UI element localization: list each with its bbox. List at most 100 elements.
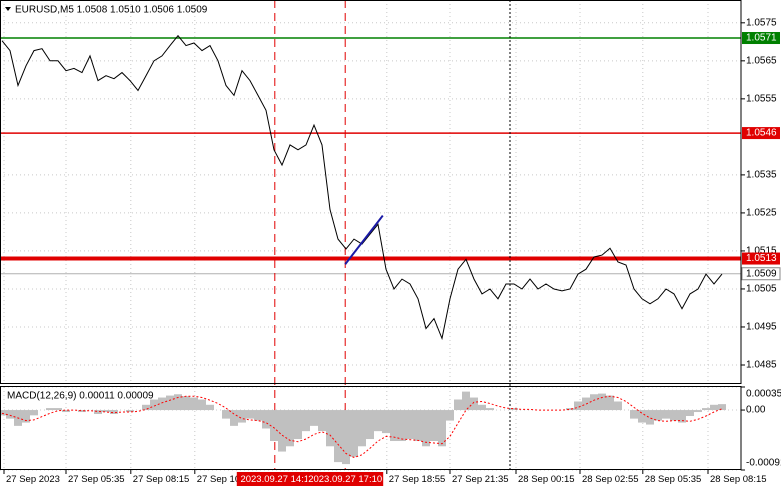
menu-arrow xyxy=(5,7,11,11)
histogram-bar xyxy=(478,404,486,411)
y-tick-label: 1.0515 xyxy=(746,246,777,257)
signal-line xyxy=(1,395,723,459)
histogram-bar xyxy=(22,410,30,423)
histogram-bar xyxy=(278,410,286,452)
histogram-bar xyxy=(174,394,182,411)
histogram-bar xyxy=(454,399,462,411)
histogram-bar xyxy=(366,410,374,440)
time-marker-tag xyxy=(307,472,384,486)
x-tick-label: 27 Sep 05:35 xyxy=(68,474,125,485)
histogram-bar xyxy=(606,395,614,411)
histogram-bar xyxy=(566,408,574,411)
price-level-label: 1.0513 xyxy=(746,253,777,264)
histogram-bar xyxy=(486,408,494,411)
histogram-bar xyxy=(0,410,6,416)
histogram-bar xyxy=(46,408,54,411)
histogram-bar xyxy=(574,401,582,411)
histogram-bar xyxy=(62,410,70,413)
histogram-bar xyxy=(318,410,326,432)
histogram-bar xyxy=(206,404,214,411)
indicator-title: MACD(12,26,9) 0.00011 0.00009 xyxy=(7,391,154,402)
histogram-bar xyxy=(686,410,694,416)
histogram-bar xyxy=(614,401,622,411)
x-tick-label: 28 Sep 00:15 xyxy=(518,474,575,485)
histogram-bar xyxy=(662,410,670,419)
x-tick-label: 27 Sep 18:55 xyxy=(389,474,446,485)
histogram-bar xyxy=(110,410,118,415)
histogram-bar xyxy=(94,410,102,415)
histogram-bar xyxy=(158,397,166,411)
histogram-bar xyxy=(54,408,62,411)
histogram-bar xyxy=(30,410,38,416)
x-tick-label: 28 Sep 02:55 xyxy=(582,474,639,485)
histogram-bar xyxy=(286,410,294,447)
histogram-bar xyxy=(590,394,598,411)
histogram-bar xyxy=(422,410,430,447)
histogram-bar xyxy=(374,410,382,432)
y-tick-label: 0.00 xyxy=(746,405,766,416)
y-tick-label: 1.0505 xyxy=(746,284,777,295)
y-tick-label: 1.0565 xyxy=(746,55,777,66)
histogram-bar xyxy=(718,404,726,411)
price-level-tag xyxy=(742,127,780,140)
y-tick-label: 0.00035 xyxy=(746,389,781,400)
time-marker-label: 2023.09.27 14:1 xyxy=(240,474,309,485)
histogram-bar xyxy=(126,410,134,413)
y-tick-label: 1.0555 xyxy=(746,93,777,104)
chart-title: EURUSD,M5 1.0508 1.0510 1.0506 1.0509 xyxy=(15,5,208,16)
histogram-bar xyxy=(670,410,678,421)
y-tick-label: 1.0535 xyxy=(746,170,777,181)
histogram-bar xyxy=(6,410,14,419)
histogram-bar xyxy=(102,410,110,413)
histogram-bar xyxy=(166,395,174,411)
time-marker-tag xyxy=(236,472,313,486)
x-tick-label: 27 Sep 08:15 xyxy=(133,474,190,485)
time-marker-label: 2023.09.27 17:10 xyxy=(308,474,382,485)
histogram-bar xyxy=(470,397,478,411)
histogram-bar xyxy=(710,404,718,411)
histogram-bar xyxy=(390,410,398,442)
histogram-bar xyxy=(302,410,310,432)
histogram-bar xyxy=(262,410,270,429)
price-level-label: 1.0571 xyxy=(746,33,777,44)
last-price-tag xyxy=(741,267,781,281)
histogram-bar xyxy=(182,396,190,411)
histogram-bar xyxy=(142,404,150,411)
y-tick-label: 1.0575 xyxy=(746,17,777,28)
histogram-bar xyxy=(150,399,158,411)
histogram-bar xyxy=(438,410,446,447)
histogram-bar xyxy=(678,410,686,423)
histogram-bar xyxy=(190,397,198,411)
price-level-tag xyxy=(742,32,780,45)
y-tick-label: 1.0525 xyxy=(746,208,777,219)
histogram-bar xyxy=(238,410,246,423)
x-tick-label: 27 Sep 21:35 xyxy=(452,474,509,485)
histogram-bar xyxy=(270,410,278,442)
histogram-bar xyxy=(406,410,414,440)
histogram-bar xyxy=(702,408,710,411)
histogram-bar xyxy=(350,410,358,457)
histogram-bar xyxy=(78,410,86,413)
histogram-bar xyxy=(358,410,366,447)
price-panel-frame xyxy=(0,0,742,384)
histogram-bar xyxy=(598,393,606,411)
x-tick-label: 28 Sep 05:35 xyxy=(645,474,702,485)
histogram-bar xyxy=(654,410,662,421)
histogram-bar xyxy=(510,408,518,411)
x-tick-label: 27 Sep 10:55 xyxy=(197,474,254,485)
histogram-bar xyxy=(430,410,438,442)
histogram-bar xyxy=(254,410,262,421)
marks xyxy=(0,0,741,470)
trend-line xyxy=(344,214,384,265)
histogram-bar xyxy=(694,410,702,413)
histogram-bar xyxy=(246,410,254,419)
histogram-bar xyxy=(414,410,422,442)
histogram-bar xyxy=(222,410,230,419)
x-tick-label: 27 Sep 2023 xyxy=(6,474,60,485)
last-price-label: 1.0509 xyxy=(746,268,777,279)
y-tick-label: 1.0485 xyxy=(746,360,777,371)
histogram-bar xyxy=(462,391,470,411)
price-level-label: 1.0546 xyxy=(746,128,777,139)
